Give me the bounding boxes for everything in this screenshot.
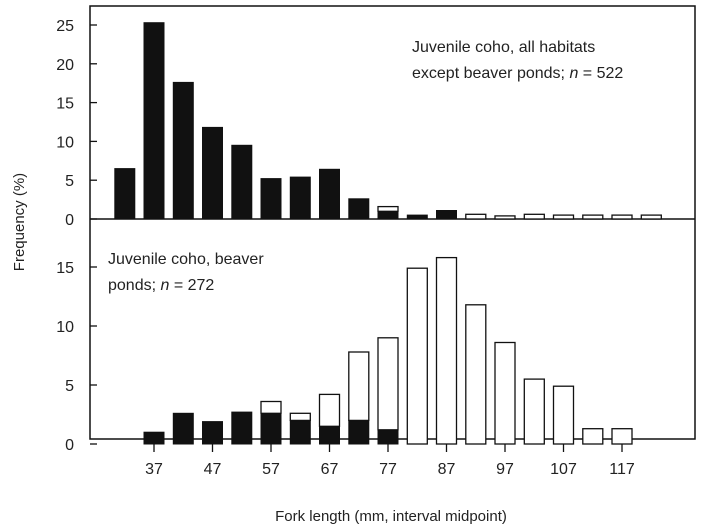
bottom-bar-open-102: [523, 378, 545, 445]
bottom-bar-open-107: [552, 385, 575, 445]
xtick-label-107: 107: [550, 461, 577, 478]
bottom-bar-filled-57: [260, 412, 282, 445]
top-panel-bars: [114, 22, 662, 220]
bottom-bar-filled-42: [172, 412, 194, 445]
xtick-label-37: 37: [145, 461, 163, 478]
top-ytick-label-10: 10: [56, 134, 74, 151]
bottom-bar-filled-37: [143, 431, 165, 445]
top-bar-filled-47: [202, 126, 223, 220]
xtick-label-47: 47: [204, 461, 222, 478]
top-ytick-label-25: 25: [56, 18, 74, 35]
bottom-bar-open-92: [465, 304, 487, 445]
bottom-annotation-n-label: n: [160, 277, 169, 294]
top-ytick-label-0: 0: [65, 212, 74, 229]
bottom-bar-filled-72: [348, 419, 370, 445]
top-bar-filled-77: [377, 210, 399, 220]
top-bar-open-107: [552, 214, 575, 220]
bottom-bar-open-57: [260, 400, 282, 414]
top-annotation-n-label: n: [569, 65, 578, 82]
top-bar-open-112: [582, 214, 604, 220]
top-bar-filled-52: [231, 144, 253, 220]
bottom-bar-open-72: [348, 351, 370, 422]
bottom-ytick-label-5: 5: [65, 378, 74, 395]
top-bar-filled-72: [348, 198, 370, 220]
bottom-bar-open-112: [582, 428, 604, 445]
xtick-label-77: 77: [379, 461, 397, 478]
top-bar-open-77: [377, 205, 399, 212]
top-bar-filled-82: [406, 214, 428, 220]
top-annotation-line-2: except beaver ponds; n = 522: [412, 65, 623, 82]
bottom-bar-open-87: [435, 256, 458, 445]
bottom-bar-open-82: [406, 267, 428, 445]
bottom-annotation-line-1: Juvenile coho, beaver: [108, 251, 264, 268]
top-ytick-label-20: 20: [56, 57, 74, 74]
bottom-bar-open-77: [377, 337, 399, 431]
bottom-bar-filled-52: [231, 411, 253, 445]
top-bar-open-92: [465, 213, 487, 220]
bottom-ytick-label-15: 15: [56, 260, 74, 277]
top-bar-filled-87: [436, 210, 457, 220]
bottom-bar-filled-47: [202, 421, 223, 445]
top-bar-filled-62: [289, 176, 311, 220]
top-bar-filled-32: [114, 168, 136, 220]
bottom-bar-open-67: [318, 393, 341, 427]
bottom-annotation-n-value: = 272: [169, 277, 214, 294]
top-bar-open-122: [640, 214, 662, 220]
bottom-bar-filled-67: [319, 425, 340, 445]
top-bar-open-102: [523, 213, 545, 220]
x-axis-ticks: 37 47 57 67 77 87 97 107 117: [145, 444, 635, 478]
x-axis-label: Fork length (mm, interval midpoint): [275, 508, 507, 525]
xtick-label-97: 97: [496, 461, 514, 478]
bottom-annotation-prefix: ponds;: [108, 277, 160, 294]
top-bar-open-117: [611, 214, 633, 220]
bottom-bar-filled-77: [377, 429, 399, 445]
xtick-label-67: 67: [321, 461, 339, 478]
top-ytick-label-5: 5: [65, 173, 74, 190]
top-ytick-label-15: 15: [56, 96, 74, 113]
bottom-bar-filled-62: [289, 419, 311, 445]
xtick-label-57: 57: [262, 461, 280, 478]
xtick-label-117: 117: [609, 461, 635, 478]
top-annotation-prefix: except beaver ponds;: [412, 65, 569, 82]
y-axis-ticks: 0 5 10 15 20 25 0 5 10 15: [56, 18, 97, 454]
top-annotation-line-1: Juvenile coho, all habitats: [412, 39, 595, 56]
xtick-label-87: 87: [438, 461, 456, 478]
bottom-ytick-label-10: 10: [56, 319, 74, 336]
top-bar-open-97: [494, 215, 516, 220]
bottom-annotation-line-2: ponds; n = 272: [108, 277, 214, 294]
top-bar-filled-37: [143, 22, 165, 220]
top-bar-filled-42: [172, 81, 194, 220]
bottom-bar-open-117: [611, 428, 633, 445]
bottom-panel-bars: [143, 256, 633, 445]
top-bar-filled-67: [319, 168, 340, 220]
top-bar-filled-57: [260, 178, 282, 220]
bottom-bar-open-62: [289, 412, 311, 422]
bottom-bar-open-97: [494, 341, 516, 445]
top-annotation-n-value: = 522: [578, 65, 623, 82]
bottom-ytick-label-0: 0: [65, 437, 74, 454]
y-axis-label: Frequency (%): [11, 173, 28, 271]
